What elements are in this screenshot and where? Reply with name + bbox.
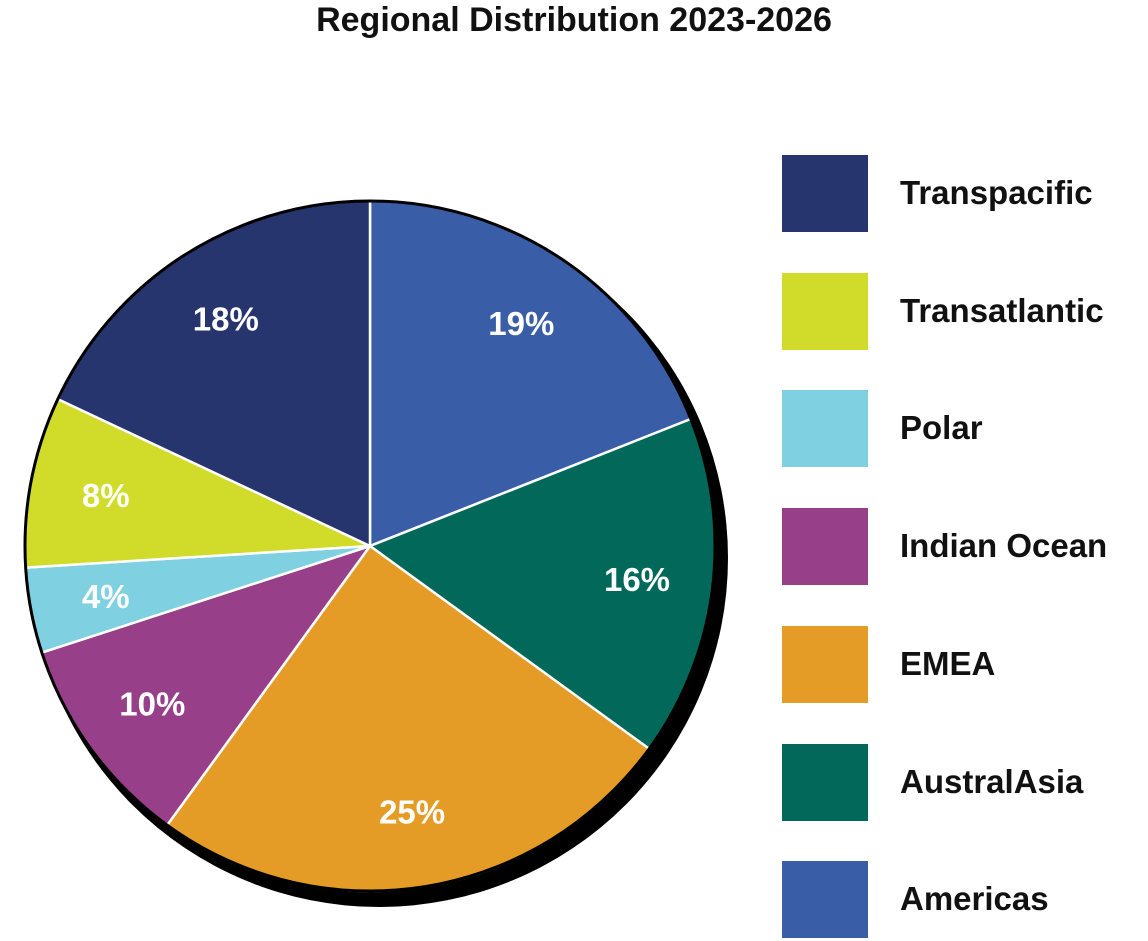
legend-label: Transpacific	[900, 174, 1093, 211]
legend-swatch	[782, 508, 868, 586]
slice-value-label: 8%	[82, 477, 130, 514]
legend-swatch	[782, 861, 868, 939]
legend-item-polar: Polar	[782, 390, 1142, 468]
slice-value-label: 16%	[604, 561, 670, 598]
legend-item-transpacific: Transpacific	[782, 155, 1142, 233]
legend-label: Polar	[900, 409, 983, 447]
legend-swatch	[782, 390, 868, 468]
legend-item-indian-ocean: Indian Ocean	[782, 508, 1142, 586]
legend-item-australasia: AustralAsia	[782, 743, 1142, 822]
pie-slice-labels: 19% 16% 25% 10% 4% 8% 18%	[82, 300, 670, 830]
slice-value-label: 25%	[379, 793, 445, 830]
legend-swatch	[782, 625, 868, 703]
legend-swatch	[782, 743, 868, 821]
legend-item-emea: EMEA	[782, 625, 1142, 704]
legend-label: EMEA	[900, 644, 996, 682]
legend-label: Indian Ocean	[900, 527, 1108, 565]
slice-value-label: 10%	[119, 686, 185, 723]
slice-value-label: 4%	[82, 578, 130, 615]
chart-title: Regional Distribution 2023-2026	[316, 1, 832, 39]
slice-value-label: 18%	[193, 300, 259, 337]
pie-outline	[23, 199, 717, 893]
legend-label: Americas	[900, 880, 1049, 918]
legend-item-americas: Americas	[782, 861, 1142, 939]
slice-value-label: 19%	[488, 305, 554, 342]
pie-slices	[23, 199, 717, 893]
legend-label: Transatlantic	[900, 291, 1104, 329]
legend-swatch	[782, 272, 868, 350]
legend-item-transatlantic: Transatlantic	[782, 272, 1142, 351]
legend-swatch	[782, 155, 868, 232]
legend-label: AustralAsia	[900, 762, 1084, 800]
